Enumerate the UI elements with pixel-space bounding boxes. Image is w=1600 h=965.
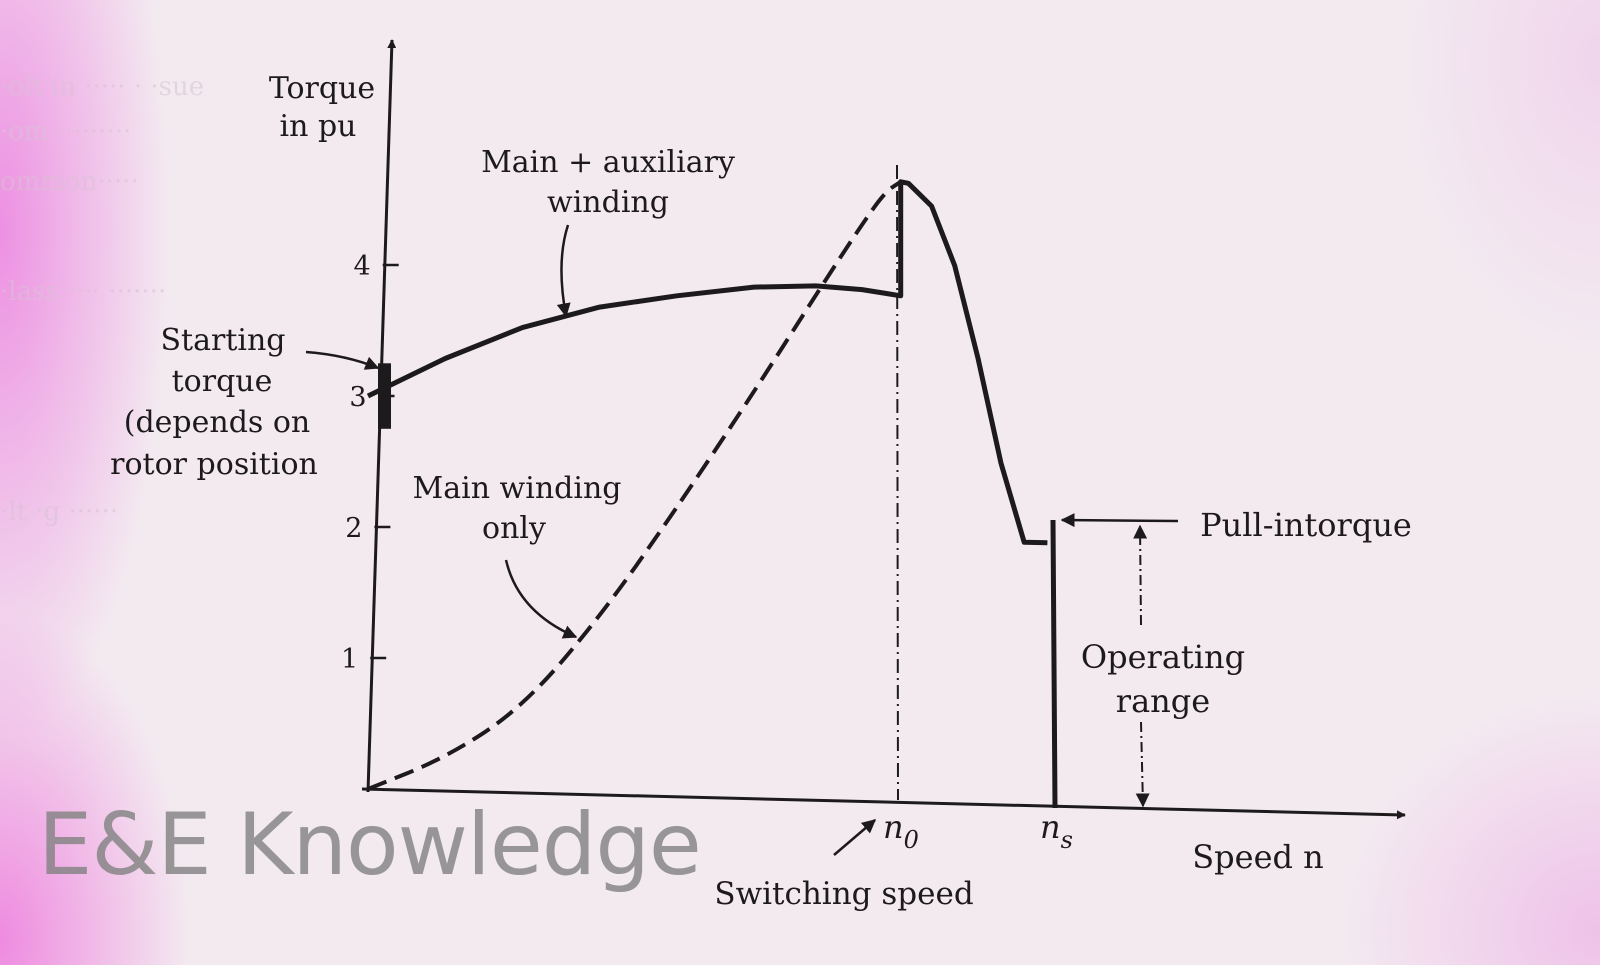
starting-pointer (305, 350, 380, 370)
pull-in-label: Pull-intorque (1200, 506, 1412, 544)
operating-label-line2: range (1116, 682, 1210, 720)
operating-range-top (1133, 524, 1148, 626)
ghost-text-5: ·lt ·g ······ (0, 497, 118, 527)
y-tick-label-1: 1 (341, 644, 358, 675)
switching-speed-label: Switching speed (714, 876, 973, 912)
n0-mark: n0 (883, 808, 919, 854)
bleed-through-text: ·olt in ····· · ·sue ·om ········· ommon… (0, 72, 204, 527)
ghost-text-1: ·olt in ····· · ·sue (0, 72, 204, 102)
watermark-text: E&E Knowledge (38, 795, 702, 895)
main-aux-label-line1: Main + auxiliary (481, 145, 735, 180)
ghost-text-4: ·lass ···· ······· (0, 277, 166, 307)
pull-in-leader (1060, 513, 1179, 528)
starting-label-line2: torque (172, 364, 273, 399)
starting-label-line3: (depends on (124, 405, 310, 440)
y-tick-label-2: 2 (345, 513, 362, 544)
main-aux-label-line2: winding (547, 185, 669, 220)
operating-label-line1: Operating (1081, 638, 1245, 676)
series-main-winding-only (367, 180, 902, 791)
pull-in-vertical (1050, 519, 1058, 809)
ghost-text-3: ommon····· (0, 167, 139, 197)
switching-pointer (833, 819, 877, 856)
y-axis-title-line1: Torque (269, 71, 375, 106)
starting-label-line1: Starting (160, 323, 285, 358)
y-tick-label-3: 3 (349, 382, 366, 413)
n0-reference-line (896, 164, 899, 801)
x-axis-title: Speed n (1192, 838, 1324, 876)
ghost-text-2: ·om ········· (0, 117, 131, 147)
series-main-plus-auxiliary (366, 179, 1048, 546)
y-tick-label-4: 4 (354, 251, 371, 282)
x-axis (361, 787, 1406, 820)
main-only-pointer (504, 559, 578, 639)
starting-label-line4: rotor position (110, 447, 318, 482)
main-only-label-line2: only (482, 511, 546, 546)
y-ticks: 1 2 3 4 (341, 251, 399, 675)
operating-range-bottom (1135, 721, 1150, 808)
y-axis-title-line2: in pu (280, 109, 357, 144)
main-aux-pointer (556, 224, 571, 318)
starting-torque-band (378, 363, 391, 429)
ns-mark: ns (1040, 808, 1073, 854)
main-only-label-line1: Main winding (413, 471, 622, 506)
